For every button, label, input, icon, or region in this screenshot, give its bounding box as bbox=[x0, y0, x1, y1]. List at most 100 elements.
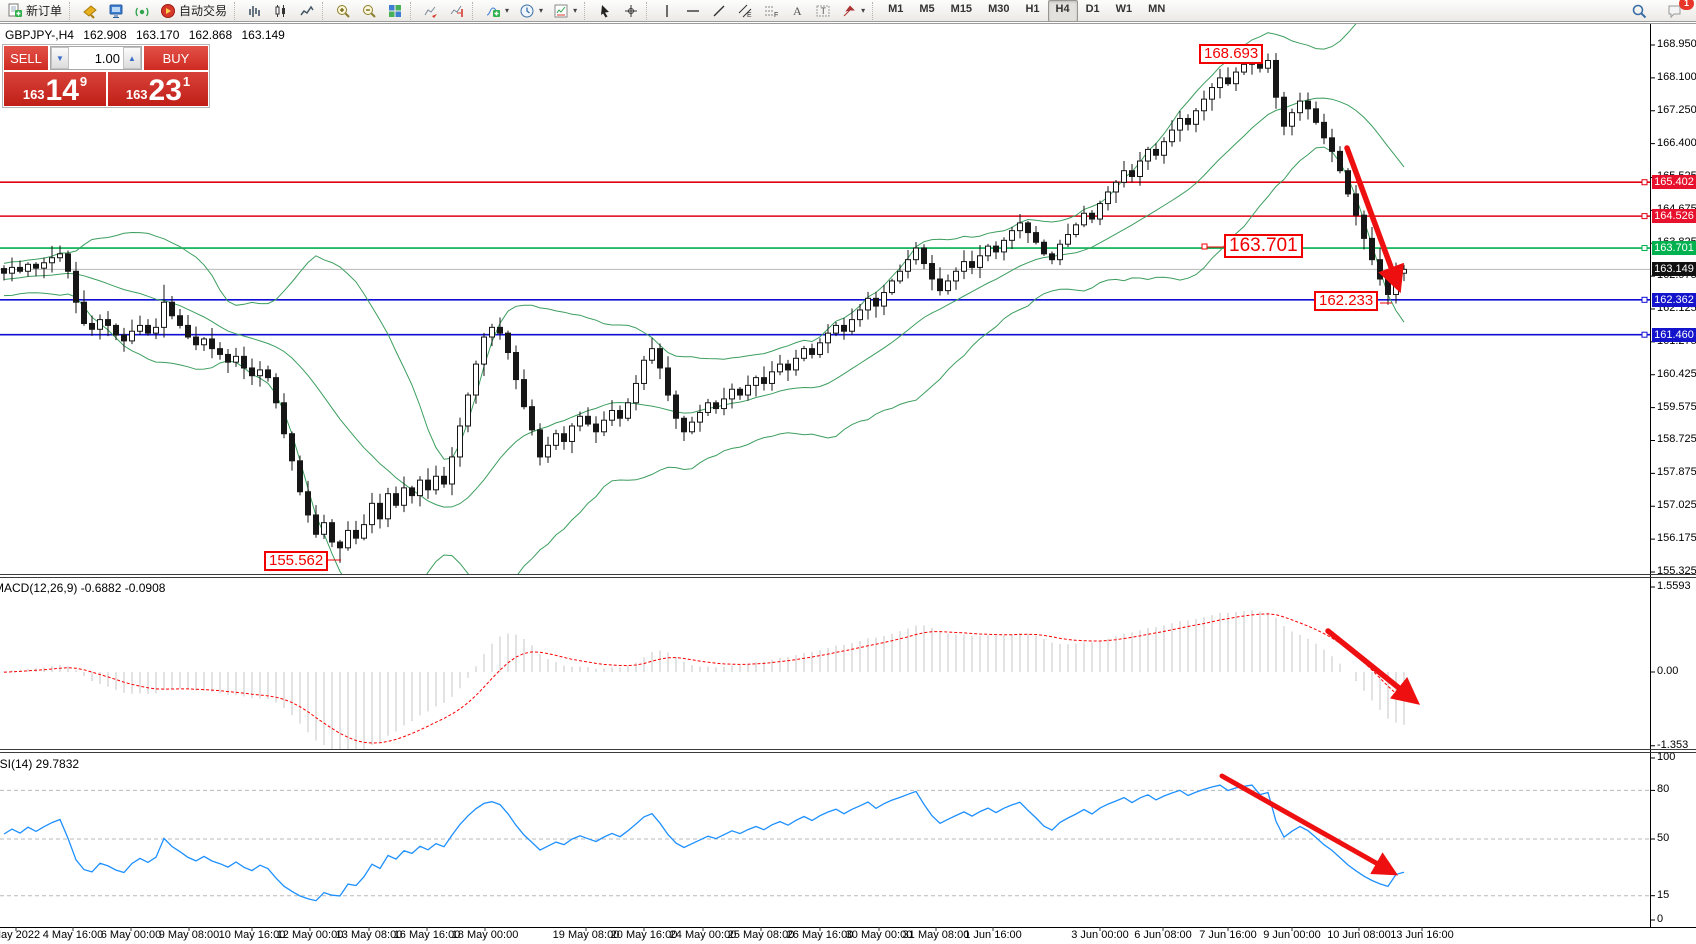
signals-icon bbox=[134, 3, 150, 19]
text-button[interactable]: A bbox=[784, 0, 810, 22]
search-button[interactable] bbox=[1626, 0, 1652, 22]
horizontal-line-button[interactable] bbox=[680, 0, 706, 22]
arrows-icon bbox=[841, 3, 857, 19]
buy-price-big: 23 bbox=[148, 74, 182, 107]
price-tick: 168.950 bbox=[1657, 38, 1696, 50]
new-order-button-label: 新订单 bbox=[26, 4, 63, 18]
time-tick: 6 Jun 08:00 bbox=[1134, 929, 1192, 941]
market-icon bbox=[82, 3, 98, 19]
community-button[interactable] bbox=[103, 0, 129, 22]
toolbar-separator bbox=[69, 1, 75, 20]
annotation-168693[interactable]: 168.693 bbox=[1199, 44, 1264, 64]
time-tick: 3 Jun 00:00 bbox=[1071, 929, 1129, 941]
zoom-out-button[interactable] bbox=[356, 0, 382, 22]
price-tick: 157.875 bbox=[1657, 466, 1696, 479]
time-tick: 9 May 08:00 bbox=[158, 929, 220, 941]
sell-price-sup: 9 bbox=[79, 74, 88, 89]
price-tick: 160.425 bbox=[1657, 367, 1696, 380]
templates-icon bbox=[553, 3, 569, 19]
time-tick: 26 May 16:00 bbox=[786, 929, 854, 941]
auto-scroll-button[interactable] bbox=[418, 0, 444, 22]
rsi-label: RSI(14) 29.7832 bbox=[0, 757, 80, 771]
price-level-label: 163.701 bbox=[1652, 241, 1696, 256]
signals-button[interactable] bbox=[129, 0, 155, 22]
macd-scale-tick: 1.5593 bbox=[1657, 580, 1691, 592]
zoom-in-button[interactable] bbox=[330, 0, 356, 22]
templates-button[interactable]: ▾ bbox=[548, 0, 582, 22]
timeframe-m1-button[interactable]: M1 bbox=[888, 2, 904, 15]
timeframe-w1-button[interactable]: W1 bbox=[1115, 2, 1133, 15]
periods-button[interactable]: ▾ bbox=[514, 0, 548, 22]
toolbar-separator bbox=[234, 1, 240, 20]
chart-shift-icon bbox=[449, 3, 465, 19]
tile-windows-button[interactable] bbox=[382, 0, 408, 22]
auto-trading-icon bbox=[160, 3, 176, 19]
toolbar: 新订单 自动交易 ▾ ▾ ▾ E F A T ▾ M1 M5 M15 M30 H1 H4 D1 W1 MN 1 bbox=[0, 0, 1696, 22]
new-order-button[interactable]: 新订单 bbox=[2, 0, 67, 22]
timeframe-m15-button[interactable]: M15 bbox=[950, 2, 973, 15]
time-tick: 25 May 08:00 bbox=[727, 929, 795, 941]
svg-text:A: A bbox=[793, 4, 802, 18]
buy-button[interactable]: BUY bbox=[144, 46, 208, 70]
fibonacci-button[interactable]: F bbox=[758, 0, 784, 22]
sell-button[interactable]: SELL bbox=[4, 46, 48, 70]
timeframe-h1-button[interactable]: H1 bbox=[1025, 2, 1040, 15]
time-tick: 18 May 00:00 bbox=[451, 929, 519, 941]
sell-price-big: 14 bbox=[45, 74, 79, 107]
price-level-label: 163.149 bbox=[1652, 262, 1696, 277]
channel-button[interactable]: E bbox=[732, 0, 758, 22]
label-button[interactable]: T bbox=[810, 0, 836, 22]
price-level-label: 161.460 bbox=[1652, 327, 1696, 342]
timeframe-m30-button[interactable]: M30 bbox=[988, 2, 1010, 15]
auto-scroll-icon bbox=[423, 3, 439, 19]
chart-line-button[interactable] bbox=[294, 0, 320, 22]
macd-label: MACD(12,26,9) -0.6882 -0.0908 bbox=[0, 581, 166, 595]
volume-up-button[interactable]: ▲ bbox=[123, 47, 141, 69]
crosshair-button[interactable] bbox=[618, 0, 644, 22]
timeframe-h4-button[interactable]: H4 bbox=[1047, 0, 1078, 22]
indicators-button[interactable]: ▾ bbox=[480, 0, 514, 22]
arrows-button[interactable]: ▾ bbox=[836, 0, 870, 22]
price-level-label: 164.526 bbox=[1652, 209, 1696, 224]
cursor-icon bbox=[597, 3, 613, 19]
annotation-163701[interactable]: 163.701 bbox=[1224, 234, 1303, 258]
notifications-button[interactable]: 1 bbox=[1662, 0, 1694, 22]
chevron-down-icon: ▾ bbox=[505, 6, 510, 15]
market-button[interactable] bbox=[77, 0, 103, 22]
timeframe-mn-button[interactable]: MN bbox=[1148, 2, 1166, 15]
chevron-down-icon: ▾ bbox=[539, 6, 544, 15]
annotation-155562[interactable]: 155.562 bbox=[264, 551, 329, 571]
price-tick: 156.175 bbox=[1657, 532, 1696, 545]
fibonacci-icon: F bbox=[763, 3, 779, 19]
crosshair-icon bbox=[623, 3, 639, 19]
cursor-button[interactable] bbox=[592, 0, 618, 22]
chart-shift-button[interactable] bbox=[444, 0, 470, 22]
chart-candles-button[interactable] bbox=[268, 0, 294, 22]
price-tick: 168.100 bbox=[1657, 70, 1696, 83]
time-tick: 6 May 00:00 bbox=[100, 929, 162, 941]
ohlc-close: 163.149 bbox=[241, 28, 285, 42]
community-icon bbox=[108, 3, 124, 19]
vertical-line-button[interactable] bbox=[654, 0, 680, 22]
rsi-scale-tick: 0 bbox=[1657, 913, 1664, 925]
volume-down-button[interactable]: ▼ bbox=[51, 47, 69, 69]
buy-price-sup: 1 bbox=[182, 74, 191, 89]
sell-price[interactable]: 163 14 9 bbox=[4, 72, 106, 106]
chevron-down-icon: ▾ bbox=[573, 6, 578, 15]
chart-candles-icon bbox=[273, 3, 289, 19]
auto-trading-button[interactable]: 自动交易 bbox=[155, 0, 232, 22]
price-level-label: 162.362 bbox=[1652, 292, 1696, 307]
time-tick: 31 May 08:00 bbox=[902, 929, 970, 941]
notification-badge: 1 bbox=[1679, 0, 1694, 10]
auto-trading-button-label: 自动交易 bbox=[179, 4, 228, 18]
timeframe-m5-button[interactable]: M5 bbox=[919, 2, 935, 15]
volume-input[interactable] bbox=[69, 47, 123, 69]
one-click-trading-panel: SELL ▼ ▲ BUY 163 14 9 163 23 1 bbox=[2, 44, 210, 108]
timeframe-d1-button[interactable]: D1 bbox=[1085, 2, 1100, 15]
annotation-162233[interactable]: 162.233 bbox=[1314, 291, 1379, 311]
buy-price[interactable]: 163 23 1 bbox=[108, 72, 208, 106]
chart-bars-button[interactable] bbox=[242, 0, 268, 22]
trendline-button[interactable] bbox=[706, 0, 732, 22]
